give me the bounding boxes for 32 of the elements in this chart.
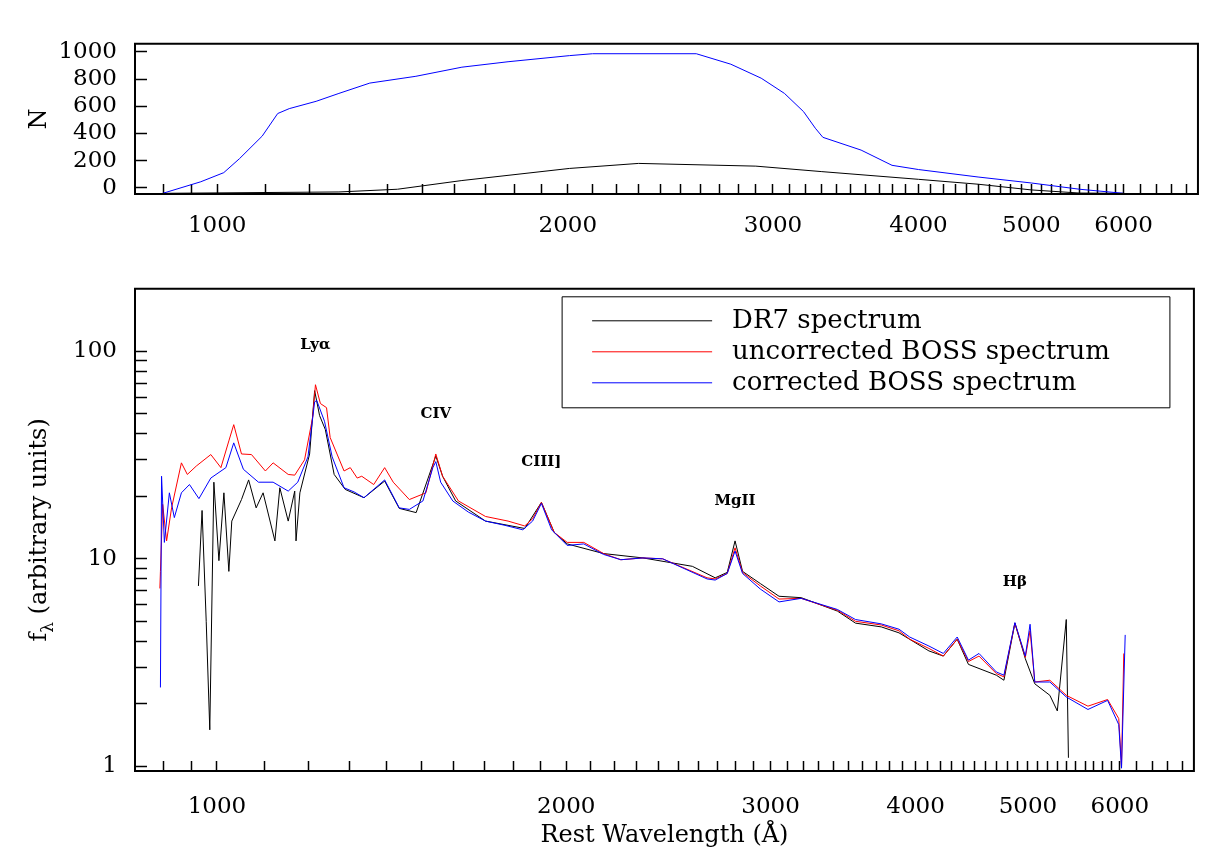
legend-label: corrected BOSS spectrum (732, 365, 1077, 396)
annotation: MgII (714, 490, 756, 509)
y-tick-label: 800 (73, 64, 117, 91)
annotation: Lyα (300, 334, 332, 353)
x-tick-label: 3000 (743, 210, 803, 237)
y-tick-label: 10 (87, 543, 117, 570)
annotation: CIV (420, 403, 452, 422)
y-tick-label: 100 (73, 336, 117, 363)
x-tick-label: 2000 (536, 791, 596, 818)
y-axis-title: N (24, 108, 53, 130)
y-tick-label: 0 (102, 172, 117, 199)
x-tick-label: 1000 (187, 791, 247, 818)
x-tick-label: 1000 (187, 210, 247, 237)
y-tick-label: 600 (73, 91, 117, 118)
x-tick-label: 4000 (886, 791, 945, 818)
x-tick-label: 5000 (1002, 210, 1061, 237)
x-tick-label: 5000 (998, 791, 1058, 818)
x-axis-title: Rest Wavelength (Å) (540, 819, 789, 849)
x-tick-label: 4000 (889, 210, 948, 237)
x-tick-label: 3000 (741, 791, 800, 818)
y-tick-label: 1000 (58, 36, 117, 63)
annotation: CIII] (521, 452, 562, 471)
y-axis-title: fλ (arbitrary units) (24, 418, 57, 642)
x-tick-label: 6000 (1090, 791, 1150, 818)
annotation: Hβ (1002, 572, 1027, 591)
legend-label: DR7 spectrum (732, 303, 922, 334)
y-tick-label: 200 (73, 145, 117, 172)
y-tick-label: 1 (102, 751, 117, 778)
legend-label: uncorrected BOSS spectrum (732, 334, 1110, 365)
x-tick-label: 2000 (538, 210, 598, 237)
y-tick-label: 400 (73, 118, 117, 145)
x-tick-label: 6000 (1094, 210, 1153, 237)
